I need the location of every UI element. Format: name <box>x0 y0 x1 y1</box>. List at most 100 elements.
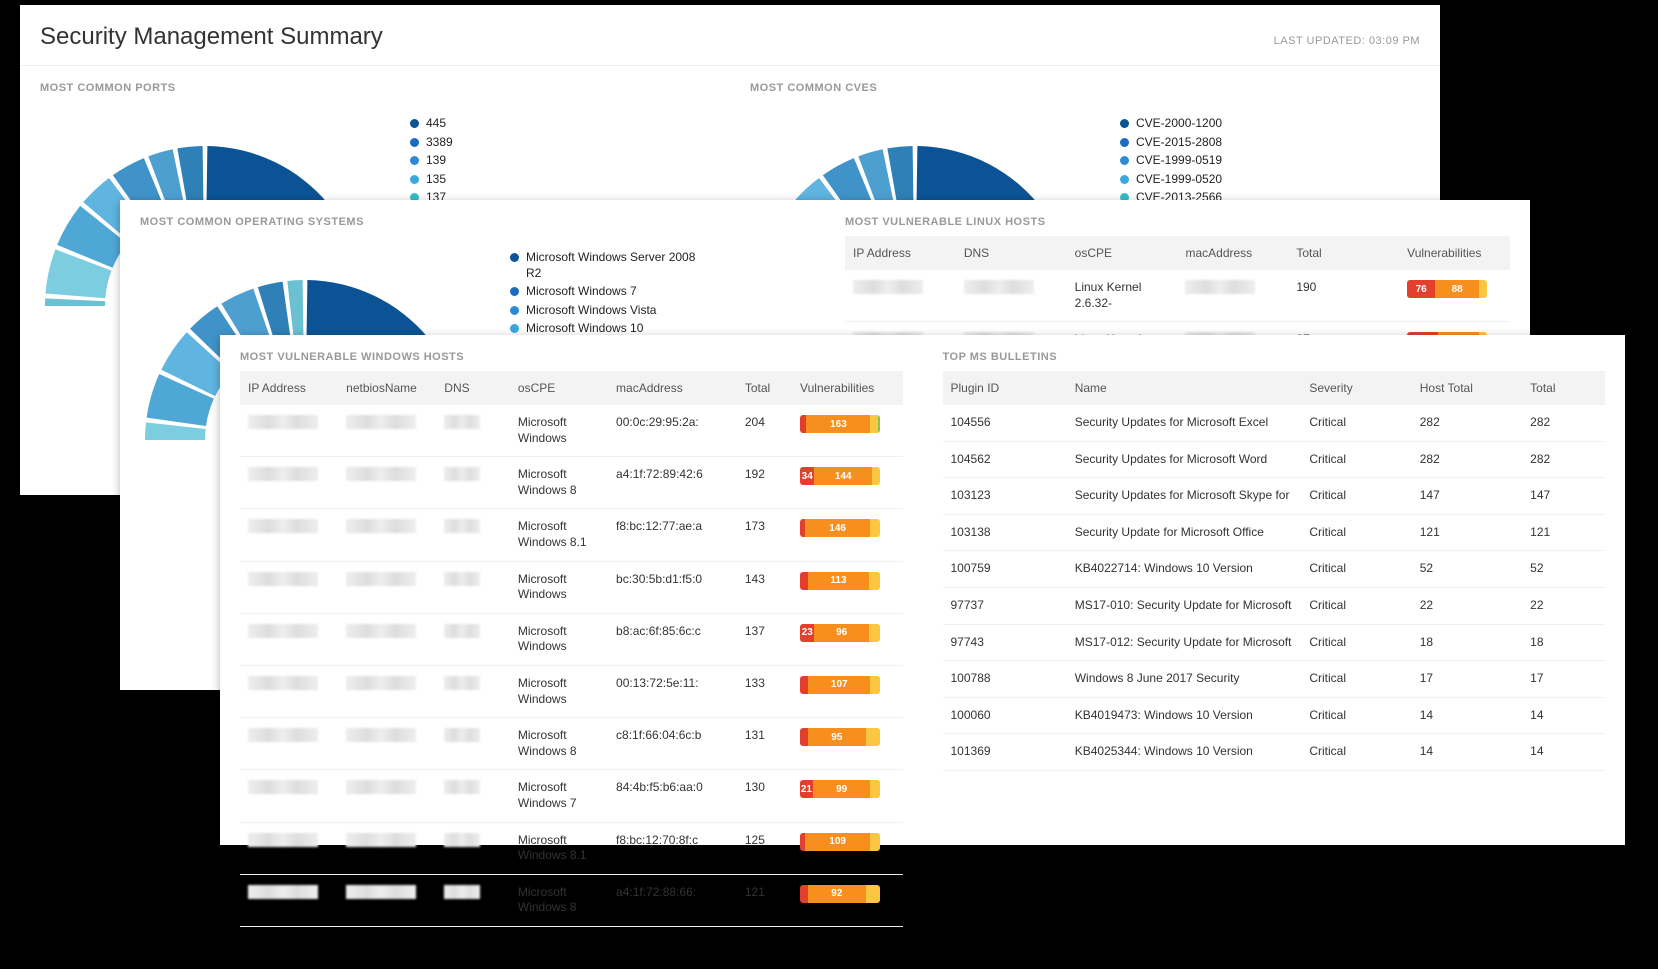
os-title: MOST COMMON OPERATING SYSTEMS <box>120 200 825 236</box>
vulnerability-bar[interactable]: 95 <box>800 728 880 746</box>
cell-total: 22 <box>1522 587 1605 624</box>
table-row[interactable]: Microsoft Windows 8.1f8:bc:12:77:ae:a173… <box>240 509 903 561</box>
legend-item[interactable]: Microsoft Windows Vista <box>510 303 696 319</box>
table-row[interactable]: 103123Security Updates for Microsoft Sky… <box>943 478 1606 515</box>
cell-plugin-id: 101369 <box>943 734 1067 771</box>
vuln-seg-med <box>870 780 880 798</box>
legend-item[interactable]: 3389 <box>410 135 459 151</box>
legend-item[interactable]: 445 <box>410 116 459 132</box>
table-row[interactable]: 104556Security Updates for Microsoft Exc… <box>943 405 1606 441</box>
cell-name: KB4025344: Windows 10 Version <box>1067 734 1302 771</box>
vuln-seg-crit: 23 <box>800 624 814 642</box>
table-row[interactable]: Microsoft Windowsbc:30:5b:d1:f5:0143113 <box>240 561 903 613</box>
column-header[interactable]: Host Total <box>1412 371 1522 405</box>
cell-mac: c8:1f:66:04:6c:b <box>608 718 737 770</box>
cell-mac: bc:30:5b:d1:f5:0 <box>608 561 737 613</box>
cell-netbios <box>338 405 436 457</box>
cell-name: Windows 8 June 2017 Security <box>1067 661 1302 698</box>
table-row[interactable]: Microsoft Windows 8c8:1f:66:04:6c:b13195 <box>240 718 903 770</box>
table-row[interactable]: Microsoft Windows00:0c:29:95:2a:204163 <box>240 405 903 457</box>
vuln-seg-crit <box>800 728 808 746</box>
column-header[interactable]: macAddress <box>1177 236 1288 270</box>
column-header[interactable]: Total <box>1288 236 1399 270</box>
cell-name: Security Updates for Microsoft Word <box>1067 441 1302 478</box>
column-header[interactable]: Name <box>1067 371 1302 405</box>
cell-plugin-id: 100788 <box>943 661 1067 698</box>
cell-mac <box>1177 270 1288 322</box>
vulnerability-bar[interactable]: 146 <box>800 519 880 537</box>
vulnerability-bar[interactable]: 107 <box>800 676 880 694</box>
table-row[interactable]: Microsoft Windows 784:4b:f5:b6:aa:013021… <box>240 770 903 822</box>
cell-ip <box>240 613 338 665</box>
legend-item[interactable]: Microsoft Windows 7 <box>510 284 696 300</box>
column-header[interactable]: Total <box>737 371 792 405</box>
table-row[interactable]: Microsoft Windows 8.1f8:bc:12:70:8f:c125… <box>240 822 903 874</box>
column-header[interactable]: Vulnerabilities <box>792 371 902 405</box>
vulnerability-bar[interactable]: 2199 <box>800 780 880 798</box>
legend-item[interactable]: 139 <box>410 153 459 169</box>
vuln-seg-high: 107 <box>808 676 870 694</box>
legend-item[interactable]: 135 <box>410 172 459 188</box>
column-header[interactable]: IP Address <box>845 236 956 270</box>
vuln-seg-crit <box>800 885 808 903</box>
table-row[interactable]: Microsoft Windows 8a4:1f:72:88:66:12192 <box>240 874 903 926</box>
vuln-seg-med <box>1479 280 1487 298</box>
table-row[interactable]: 97743MS17-012: Security Update for Micro… <box>943 624 1606 661</box>
cell-mac: 00:0c:29:95:2a: <box>608 405 737 457</box>
legend-item[interactable]: CVE-1999-0519 <box>1120 153 1222 169</box>
table-row[interactable]: Microsoft Windows 8a4:1f:72:89:42:619234… <box>240 457 903 509</box>
last-updated: LAST UPDATED: 03:09 PM <box>1274 35 1420 47</box>
vuln-seg-low <box>878 415 880 433</box>
vulnerability-bar[interactable]: 2396 <box>800 624 880 642</box>
cell-oscpe: Microsoft Windows 8 <box>510 874 608 926</box>
cell-dns <box>436 822 510 874</box>
table-row[interactable]: 101369KB4025344: Windows 10 VersionCriti… <box>943 734 1606 771</box>
legend-label: CVE-1999-0519 <box>1136 153 1222 169</box>
vulnerability-bar[interactable]: 113 <box>800 572 880 590</box>
vulnerability-bar[interactable]: 163 <box>800 415 880 433</box>
table-row[interactable]: 103138Security Update for Microsoft Offi… <box>943 514 1606 551</box>
cell-vuln: 107 <box>792 665 902 717</box>
vuln-seg-high: 92 <box>808 885 866 903</box>
cell-ip <box>240 405 338 457</box>
cell-name: Security Updates for Microsoft Excel <box>1067 405 1302 441</box>
cell-ip <box>240 509 338 561</box>
table-row[interactable]: 97737MS17-010: Security Update for Micro… <box>943 587 1606 624</box>
column-header[interactable]: DNS <box>956 236 1067 270</box>
vuln-seg-crit: 21 <box>800 780 813 798</box>
column-header[interactable]: osCPE <box>1067 236 1178 270</box>
column-header[interactable]: Severity <box>1301 371 1411 405</box>
legend-item[interactable]: CVE-2015-2808 <box>1120 135 1222 151</box>
legend-item[interactable]: CVE-1999-0520 <box>1120 172 1222 188</box>
table-row[interactable]: 104562Security Updates for Microsoft Wor… <box>943 441 1606 478</box>
table-row[interactable]: Microsoft Windows00:13:72:5e:11:133107 <box>240 665 903 717</box>
cell-plugin-id: 103123 <box>943 478 1067 515</box>
table-row[interactable]: 100060KB4019473: Windows 10 VersionCriti… <box>943 697 1606 734</box>
vulnerability-bar[interactable]: 34144 <box>800 467 880 485</box>
cell-severity: Critical <box>1301 551 1411 588</box>
vulnerability-bar[interactable]: 109 <box>800 833 880 851</box>
column-header[interactable]: netbiosName <box>338 371 436 405</box>
cell-dns <box>436 665 510 717</box>
table-row[interactable]: 100759KB4022714: Windows 10 VersionCriti… <box>943 551 1606 588</box>
table-row[interactable]: Linux Kernel 2.6.32-1907688 <box>845 270 1510 322</box>
column-header[interactable]: IP Address <box>240 371 338 405</box>
header: Security Management Summary LAST UPDATED… <box>20 5 1440 66</box>
table-row[interactable]: Microsoft Windowsb8:ac:6f:85:6c:c1372396 <box>240 613 903 665</box>
vulnerability-bar[interactable]: 7688 <box>1407 280 1487 298</box>
legend-item[interactable]: Microsoft Windows Server 2008 R2 <box>510 250 696 281</box>
table-row[interactable]: 100788Windows 8 June 2017 SecurityCritic… <box>943 661 1606 698</box>
cell-total: 14 <box>1522 697 1605 734</box>
cell-ip <box>240 874 338 926</box>
cell-vuln: 163 <box>792 405 902 457</box>
vuln-seg-med <box>870 519 880 537</box>
cell-ip <box>240 561 338 613</box>
column-header[interactable]: Vulnerabilities <box>1399 236 1510 270</box>
legend-item[interactable]: CVE-2000-1200 <box>1120 116 1222 132</box>
column-header[interactable]: macAddress <box>608 371 737 405</box>
vulnerability-bar[interactable]: 92 <box>800 885 880 903</box>
column-header[interactable]: Plugin ID <box>943 371 1067 405</box>
column-header[interactable]: Total <box>1522 371 1605 405</box>
column-header[interactable]: osCPE <box>510 371 608 405</box>
column-header[interactable]: DNS <box>436 371 510 405</box>
